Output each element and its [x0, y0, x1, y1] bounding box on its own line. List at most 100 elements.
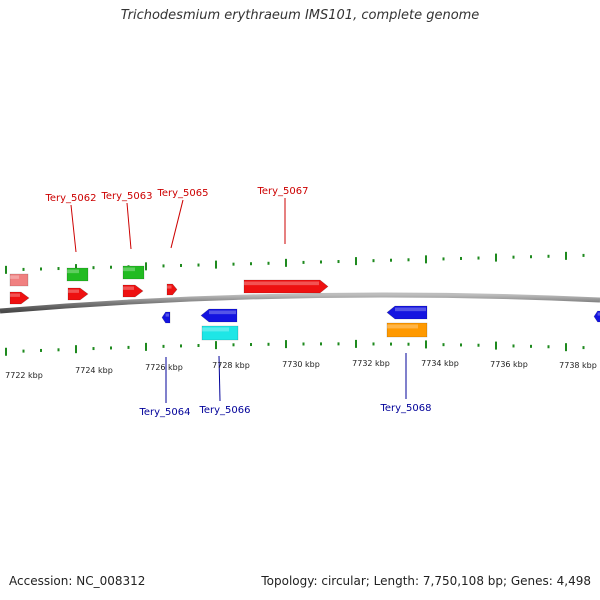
tick-mark: [92, 266, 95, 270]
tick-mark: [5, 265, 7, 274]
gene-highlight: [68, 289, 79, 293]
gene-arrow: [161, 311, 171, 324]
genome-summary-text: Topology: circular; Length: 7,750,108 bp…: [261, 574, 591, 588]
gene-highlight: [597, 312, 600, 316]
tick-mark: [355, 339, 357, 348]
gene-label-tery-5063[interactable]: Tery_5063: [100, 191, 152, 202]
tick-mark: [145, 262, 147, 271]
axis-label-7732: 7732 kbp: [352, 359, 390, 368]
gene-highlight: [123, 286, 134, 290]
tick-mark: [582, 253, 585, 257]
tick-mark: [320, 342, 322, 346]
axis-labels: 7722 kbp 7724 kbp 7726 kbp 7728 kbp 7730…: [5, 359, 597, 380]
tick-mark: [530, 255, 532, 259]
top-tick-marks: [5, 251, 585, 274]
tick-mark: [162, 264, 165, 268]
gene-label-tery-5068[interactable]: Tery_5068: [379, 403, 431, 414]
tick-mark: [57, 267, 60, 271]
gene-label-tery-5067[interactable]: Tery_5067: [256, 186, 308, 197]
tick-mark: [512, 344, 515, 348]
tick-mark: [110, 346, 112, 350]
label-leader-lines: [70, 198, 407, 403]
gene-arrow: [66, 267, 89, 282]
tick-mark: [110, 265, 112, 269]
tick-mark: [407, 342, 410, 346]
gene-label-tery-5066[interactable]: Tery_5066: [198, 405, 250, 416]
gene-arrow: [243, 279, 329, 294]
gene-highlight: [10, 293, 20, 297]
gene-highlight: [67, 269, 79, 274]
genome-title: Trichodesmium erythraeum IMS101, complet…: [120, 8, 480, 23]
tick-mark: [547, 254, 550, 258]
tick-mark: [215, 341, 217, 350]
axis-label-7726: 7726 kbp: [145, 363, 183, 372]
tick-mark: [57, 348, 60, 352]
tick-mark: [162, 344, 165, 348]
bottom-tick-marks: [5, 339, 585, 356]
gene-arrow: [67, 287, 89, 301]
genome-backbone: [0, 292, 600, 314]
gene-highlight: [202, 327, 229, 332]
tick-mark: [250, 262, 252, 266]
gene-highlight: [123, 267, 135, 272]
gene-features: [9, 265, 600, 341]
tick-mark: [442, 343, 445, 347]
tick-mark: [460, 343, 462, 347]
tick-mark: [250, 343, 252, 347]
tick-mark: [355, 257, 357, 266]
tick-mark: [390, 342, 392, 346]
tick-mark: [337, 260, 340, 264]
tick-mark: [407, 258, 410, 262]
tick-mark: [582, 346, 585, 350]
axis-label-7730: 7730 kbp: [282, 360, 320, 369]
tick-mark: [320, 260, 322, 264]
axis-label-7722: 7722 kbp: [5, 371, 43, 380]
tick-mark: [565, 251, 567, 260]
tick-mark: [460, 256, 462, 260]
tick-mark: [22, 349, 25, 353]
tick-mark: [285, 340, 287, 349]
gene-arrow: [166, 283, 178, 296]
tick-mark: [302, 260, 305, 264]
tick-mark: [495, 253, 497, 262]
gene-label-tery-5062[interactable]: Tery_5062: [44, 193, 96, 204]
axis-label-7734: 7734 kbp: [421, 359, 459, 368]
axis-label-7724: 7724 kbp: [75, 366, 113, 375]
tick-mark: [547, 345, 550, 349]
tick-mark: [180, 263, 182, 267]
gene-arrow: [201, 325, 239, 341]
tick-mark: [372, 342, 375, 346]
tick-mark: [5, 347, 7, 356]
gene-arrow: [122, 284, 144, 298]
gene-label-group: Tery_5062 Tery_5063 Tery_5065 Tery_5067 …: [44, 186, 431, 418]
axis-label-7738: 7738 kbp: [559, 361, 597, 370]
tick-mark: [127, 345, 130, 349]
gene-arrow: [386, 322, 428, 338]
tick-mark: [565, 343, 567, 352]
gene-label-tery-5065[interactable]: Tery_5065: [156, 188, 208, 199]
tick-mark: [215, 260, 217, 269]
tick-mark: [302, 342, 305, 346]
gene-highlight: [10, 275, 19, 279]
tick-mark: [285, 258, 287, 267]
gene-arrow: [386, 305, 428, 320]
tick-mark: [477, 256, 480, 260]
tick-mark: [40, 267, 42, 271]
tick-mark: [197, 344, 200, 348]
tick-mark: [512, 255, 515, 259]
tick-mark: [145, 342, 147, 351]
leader-line: [126, 202, 132, 250]
tick-mark: [232, 343, 235, 347]
gene-label-tery-5064[interactable]: Tery_5064: [138, 407, 190, 418]
gene-highlight: [244, 281, 319, 286]
tick-mark: [390, 258, 392, 262]
tick-mark: [40, 348, 42, 352]
tick-mark: [75, 345, 77, 354]
axis-label-7728: 7728 kbp: [212, 361, 250, 370]
tick-mark: [197, 263, 200, 267]
tick-mark: [92, 347, 95, 351]
leader-line: [170, 199, 184, 249]
gene-arrow: [9, 291, 30, 305]
gene-highlight: [387, 324, 418, 329]
